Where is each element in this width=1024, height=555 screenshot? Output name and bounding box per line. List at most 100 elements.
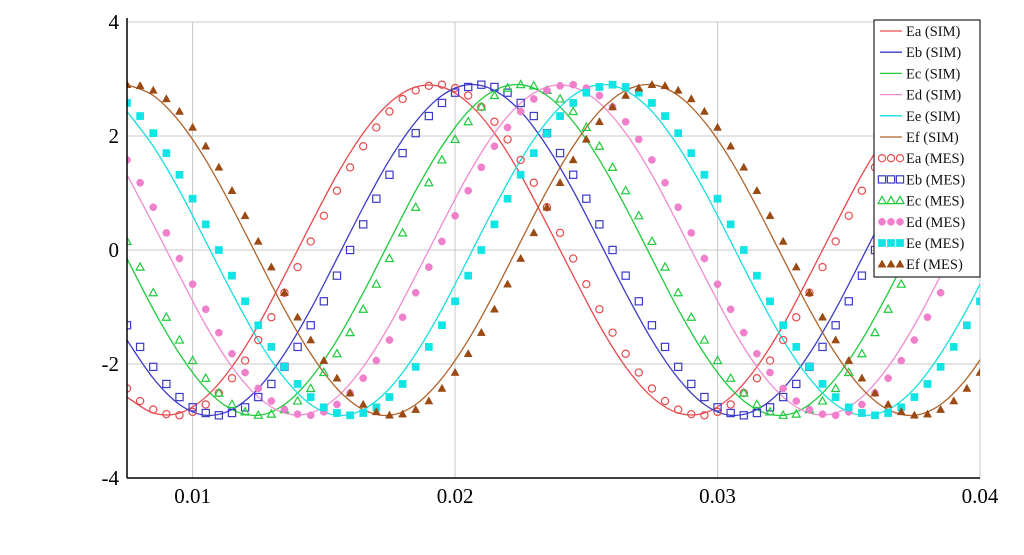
- data-point-ec-mes: [646, 236, 657, 246]
- data-point-ee-mes: [818, 380, 827, 388]
- data-point-ee-mes: [464, 271, 473, 280]
- data-point-eb-mes: [621, 271, 630, 280]
- data-point-ed-mes: [858, 400, 866, 409]
- legend-label: Ea (MES): [906, 151, 965, 167]
- legend-label: Eb (MES): [906, 172, 965, 188]
- data-point-ee-mes: [215, 246, 223, 254]
- data-point-ee-mes: [451, 297, 459, 306]
- y-tick-label: -4: [102, 466, 120, 490]
- data-point-ee-mes: [398, 380, 407, 388]
- data-point-ea-mes: [687, 409, 696, 419]
- data-point-ee-mes: [280, 363, 289, 371]
- data-point-ee-mes: [739, 246, 748, 254]
- data-point-ea-mes: [582, 280, 591, 289]
- data-point-ed-mes: [228, 349, 236, 358]
- data-point-ef-mes: [883, 399, 893, 408]
- data-point-ea-mes: [424, 81, 434, 91]
- legend-item-ec-mes: Ec (MES): [876, 194, 965, 210]
- data-point-ed-mes: [293, 410, 302, 419]
- data-point-ec-mes: [318, 367, 329, 377]
- data-point-ed-mes: [779, 384, 788, 393]
- data-point-ea-mes: [765, 356, 775, 365]
- data-point-ee-mes: [726, 220, 735, 229]
- data-point-ee-mes: [346, 411, 354, 420]
- data-point-ed-mes: [739, 328, 748, 337]
- data-point-ed-mes: [687, 229, 696, 237]
- data-point-ec-mes: [187, 355, 198, 365]
- data-point-ed-mes: [831, 411, 840, 420]
- data-point-ee-mes: [687, 149, 696, 157]
- data-point-eb-mes: [818, 342, 827, 352]
- data-point-eb-mes: [778, 392, 788, 402]
- legend-item-ed-sim: Ed (SIM): [880, 88, 961, 104]
- series-markers-ec-mes: [127, 79, 980, 419]
- data-point-ee-mes: [228, 271, 236, 280]
- data-point-eb-mes: [726, 408, 735, 418]
- data-point-ee-mes: [149, 129, 158, 138]
- data-point-ed-mes: [726, 305, 735, 314]
- data-point-ed-mes: [766, 368, 774, 377]
- data-point-eb-mes: [831, 321, 840, 330]
- data-point-ed-mes: [162, 229, 171, 237]
- data-point-ec-mes: [896, 278, 907, 288]
- data-point-eb-mes: [765, 403, 775, 412]
- data-point-eb-mes: [857, 271, 867, 280]
- legend-label: Ef (SIM): [906, 130, 959, 146]
- legend-marker-swatch: [895, 153, 905, 163]
- data-point-ef-mes: [319, 355, 329, 364]
- legend-marker-swatch: [886, 175, 896, 184]
- data-point-ea-mes: [778, 335, 788, 345]
- data-point-eb-mes: [149, 362, 158, 372]
- data-point-ef-mes: [148, 85, 158, 94]
- data-point-ec-mes: [607, 161, 618, 171]
- data-point-ea-mes: [634, 368, 644, 377]
- data-point-ea-mes: [660, 396, 670, 406]
- data-point-ec-mes: [660, 261, 671, 271]
- data-point-ef-mes: [398, 409, 408, 418]
- data-point-ed-mes: [910, 336, 919, 344]
- data-point-ec-mes: [883, 303, 894, 313]
- data-point-eb-mes: [162, 379, 171, 389]
- data-point-ec-mes: [161, 311, 172, 321]
- data-point-eb-mes: [372, 194, 381, 203]
- data-point-ed-mes: [621, 117, 630, 126]
- data-point-ef-mes: [791, 262, 801, 271]
- data-point-ef-mes: [752, 186, 762, 194]
- data-point-ec-mes: [594, 140, 605, 150]
- data-point-ec-mes: [686, 311, 697, 321]
- data-point-ed-mes: [175, 254, 184, 263]
- data-point-ef-mes: [371, 407, 381, 416]
- data-point-ef-mes: [568, 155, 578, 164]
- data-point-ef-mes: [660, 81, 670, 90]
- data-point-ed-mes: [503, 123, 512, 132]
- data-point-ed-mes: [280, 405, 289, 414]
- data-point-ec-mes: [555, 93, 566, 103]
- data-point-eb-mes: [700, 392, 709, 402]
- legend: Ea (SIM) Eb (SIM) Ec (SIM) Ed (SIM) Ee (SIM)…: [873, 19, 981, 278]
- data-point-ed-mes: [753, 349, 761, 358]
- legend-marker-swatch: [876, 195, 888, 205]
- data-point-ef-mes: [240, 211, 250, 220]
- data-point-ee-mes: [306, 393, 315, 401]
- data-point-ee-mes: [963, 321, 971, 330]
- x-tick-label: 0.02: [437, 484, 474, 508]
- data-point-ee-mes: [333, 409, 341, 417]
- legend-marker-swatch: [878, 239, 886, 247]
- data-point-ec-mes: [305, 383, 316, 393]
- data-point-eb-mes: [503, 88, 512, 97]
- data-point-eb-mes: [135, 342, 145, 352]
- data-point-eb-mes: [345, 245, 355, 255]
- data-point-ec-mes: [489, 90, 500, 100]
- data-point-eb-mes: [477, 80, 486, 89]
- data-point-ed-mes: [424, 263, 433, 271]
- data-point-eb-mes: [464, 82, 473, 92]
- data-point-ed-mes: [792, 397, 801, 405]
- data-point-eb-mes: [844, 297, 853, 306]
- legend-marker-swatch: [887, 239, 895, 247]
- data-point-ea-mes: [254, 335, 263, 345]
- data-point-ea-mes: [713, 407, 722, 417]
- legend-item-ed-mes: Ed (MES): [878, 215, 965, 231]
- data-point-ee-mes: [595, 83, 604, 91]
- data-point-ed-mes: [136, 178, 144, 187]
- legend-label: Eb (SIM): [906, 45, 961, 61]
